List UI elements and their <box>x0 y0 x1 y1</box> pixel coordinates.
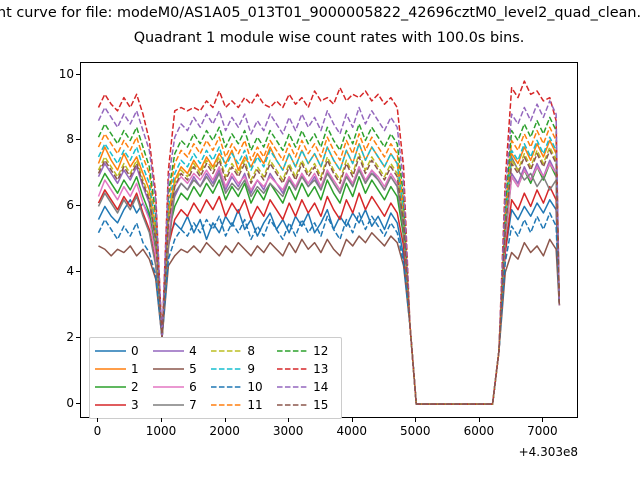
legend-label: 5 <box>189 362 197 376</box>
legend-line-swatch <box>95 363 126 375</box>
x-axis-tick-labels: 0 1000 2000 3000 4000 5000 6000 7000 <box>0 425 640 441</box>
line-series-14 <box>97 100 561 405</box>
legend-label: 4 <box>189 344 197 358</box>
legend-label: 6 <box>189 380 197 394</box>
x-tick-mark <box>97 418 99 422</box>
legend-entries: 0 1 2 3 4 5 6 7 8 9 10 11 12 13 14 15 <box>95 342 336 414</box>
legend-line-swatch <box>153 381 185 393</box>
y-tick-mark <box>76 337 80 339</box>
y-tick-label: 2 <box>66 330 74 345</box>
legend-line-swatch <box>153 399 185 411</box>
line-series-12 <box>97 116 561 405</box>
legend-entry-0[interactable]: 0 <box>95 342 146 360</box>
legend-line-swatch <box>211 345 243 357</box>
legend-entry-6[interactable]: 6 <box>153 378 204 396</box>
legend-line-swatch <box>153 363 185 375</box>
legend-entry-15[interactable]: 15 <box>277 396 336 414</box>
y-tick-label: 8 <box>66 132 74 147</box>
legend-label: 9 <box>247 362 255 376</box>
legend-label: 7 <box>189 398 197 412</box>
legend-line-swatch <box>211 381 243 393</box>
y-axis-tick-labels: 0 2 4 6 8 10 <box>50 62 74 418</box>
legend-entry-7[interactable]: 7 <box>153 396 204 414</box>
line-series-13 <box>97 80 561 405</box>
legend-entry-9[interactable]: 9 <box>211 360 270 378</box>
x-tick-mark <box>224 418 226 422</box>
y-tick-mark <box>76 403 80 405</box>
y-tick-mark <box>76 205 80 207</box>
x-tick-label: 3000 <box>272 424 304 438</box>
x-tick-label: 5000 <box>400 424 431 438</box>
legend-line-swatch <box>153 345 185 357</box>
legend-line-swatch <box>277 399 309 411</box>
legend-entry-10[interactable]: 10 <box>211 378 270 396</box>
legend-label: 13 <box>313 362 329 376</box>
legend-entry-12[interactable]: 12 <box>277 342 336 360</box>
x-tick-mark <box>542 418 544 422</box>
legend-label: 8 <box>247 344 255 358</box>
y-tick-label: 6 <box>66 198 74 213</box>
legend-label: 0 <box>131 344 139 358</box>
x-tick-mark <box>161 418 163 422</box>
legend-label: 15 <box>313 398 329 412</box>
legend-entry-8[interactable]: 8 <box>211 342 270 360</box>
legend-label: 10 <box>247 380 263 394</box>
y-tick-mark <box>76 271 80 273</box>
legend-line-swatch <box>277 381 309 393</box>
legend-label: 14 <box>313 380 329 394</box>
legend-entry-11[interactable]: 11 <box>211 396 270 414</box>
x-tick-mark <box>288 418 290 422</box>
line-series-10 <box>97 212 561 405</box>
legend-entry-4[interactable]: 4 <box>153 342 204 360</box>
y-tick-label: 4 <box>66 264 74 279</box>
legend-line-swatch <box>95 399 126 411</box>
figure-suptitle: Light curve for file: modeM0/AS1A05_013T… <box>0 5 640 21</box>
legend-line-swatch <box>277 363 309 375</box>
legend-line-swatch <box>277 345 309 357</box>
legend-box[interactable]: 0 1 2 3 4 5 6 7 8 9 10 11 12 13 14 15 <box>89 337 342 419</box>
x-tick-label: 0 <box>93 424 102 438</box>
line-series-11 <box>97 126 561 405</box>
legend-line-swatch <box>95 345 126 357</box>
y-tick-mark <box>76 139 80 141</box>
legend-label: 11 <box>247 398 263 412</box>
x-tick-label: 4000 <box>336 424 367 438</box>
legend-entry-13[interactable]: 13 <box>277 360 336 378</box>
axes-title: Quadrant 1 module wise count rates with … <box>133 30 525 46</box>
legend-label: 12 <box>313 344 329 358</box>
x-tick-label: 6000 <box>463 424 495 438</box>
legend-entry-2[interactable]: 2 <box>95 378 146 396</box>
legend-line-swatch <box>211 399 243 411</box>
x-tick-label: 2000 <box>209 424 240 438</box>
legend-label: 1 <box>131 362 139 376</box>
y-tick-label: 0 <box>66 396 74 411</box>
y-tick-label: 10 <box>58 66 74 81</box>
x-tick-mark <box>351 418 353 422</box>
legend-line-swatch <box>95 381 126 393</box>
legend-entry-14[interactable]: 14 <box>277 378 336 396</box>
legend-label: 2 <box>131 380 139 394</box>
legend-entry-5[interactable]: 5 <box>153 360 204 378</box>
x-axis-offset-text: +4.303e8 <box>518 445 578 459</box>
x-tick-mark <box>415 418 417 422</box>
x-tick-label: 7000 <box>527 424 558 438</box>
legend-line-swatch <box>211 363 243 375</box>
x-tick-mark <box>478 418 480 422</box>
y-tick-mark <box>76 73 80 75</box>
x-tick-label: 1000 <box>145 424 177 438</box>
legend-label: 3 <box>131 398 139 412</box>
legend-entry-3[interactable]: 3 <box>95 396 146 414</box>
line-series-canvas <box>97 80 561 405</box>
legend-entry-1[interactable]: 1 <box>95 360 146 378</box>
